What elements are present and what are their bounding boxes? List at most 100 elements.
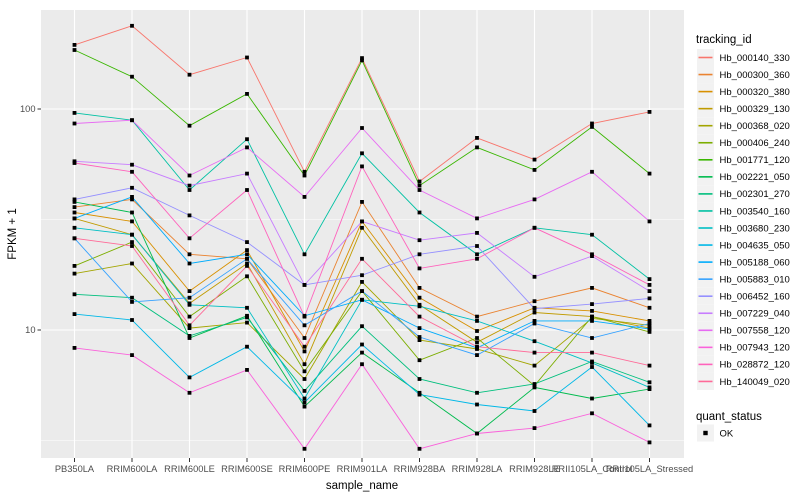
legend-item: Hb_004635_050 (697, 236, 790, 254)
legend-label: Hb_005883_010 (720, 274, 790, 285)
data-point-marker (302, 362, 307, 367)
data-point-marker (245, 305, 249, 310)
data-point-marker (475, 402, 479, 407)
axis-layer: 100 10 PB350LA RRIM600LA RRIM600LE RRIM600SE R… (20, 104, 693, 474)
data-point-marker (475, 231, 479, 235)
legend-label: Hb_000140_330 (720, 53, 790, 64)
data-point-marker (417, 188, 422, 192)
legend-label: Hb_002301_270 (720, 189, 790, 200)
data-point-marker (647, 110, 652, 114)
data-point-marker (417, 266, 422, 271)
legend-label: Hb_003540_160 (720, 206, 790, 217)
data-point-marker (590, 396, 594, 401)
data-point-marker (532, 385, 537, 390)
data-point-marker (360, 324, 364, 329)
data-point-marker (532, 426, 537, 430)
data-point-marker (360, 200, 364, 204)
data-point-marker (590, 336, 594, 340)
data-point-marker (245, 145, 249, 150)
data-point-marker (360, 342, 364, 347)
data-point-marker (72, 43, 77, 47)
data-point-marker (590, 350, 594, 355)
x-tick-label: RRIM600LA (107, 464, 158, 474)
data-point-marker (360, 58, 364, 63)
data-point-marker (302, 446, 307, 451)
legend-item: Hb_007558_120 (697, 321, 790, 339)
data-point-marker (187, 123, 192, 128)
data-point-marker (187, 261, 192, 266)
data-point-marker (302, 169, 307, 174)
data-point-marker (302, 369, 307, 374)
data-point-marker (245, 315, 249, 320)
data-point-marker (590, 232, 594, 237)
data-point-marker (187, 334, 192, 338)
legend-item: Hb_000329_130 (697, 100, 790, 118)
legend: Hb_000140_330 Hb_000300_360 Hb_000320_380 H… (697, 49, 790, 442)
data-point-marker (187, 289, 192, 293)
data-point-marker (130, 295, 134, 300)
data-point-marker (475, 329, 479, 333)
data-point-marker (245, 261, 249, 266)
data-point-marker (72, 111, 77, 115)
legend-item: Hb_000140_330 (697, 49, 790, 66)
legend-item: Hb_003540_160 (697, 202, 790, 220)
legend-item: Hb_000320_380 (697, 83, 790, 101)
data-point-marker (417, 446, 422, 451)
data-point-marker (130, 195, 134, 199)
data-point-marker (245, 248, 249, 252)
data-point-marker (532, 168, 537, 172)
data-point-marker (590, 125, 594, 129)
legend-item: Hb_000368_020 (697, 117, 790, 135)
data-point-marker (647, 380, 652, 385)
x-tick-label: RRII105LA_Stressed (606, 464, 693, 474)
data-point-marker (187, 302, 192, 307)
legend-item: Hb_000406_240 (697, 134, 790, 152)
legend-label: Hb_003680_230 (720, 223, 790, 234)
data-point-marker (532, 225, 537, 230)
data-point-marker (417, 295, 422, 300)
data-point-marker (647, 385, 652, 390)
data-point-marker (647, 296, 652, 301)
data-point-marker (130, 169, 134, 174)
legend-label: Hb_006452_160 (720, 292, 790, 303)
data-point-marker (590, 365, 594, 369)
data-point-marker (647, 283, 652, 287)
quant-legend-item: OK (697, 424, 734, 442)
data-point-marker (360, 350, 364, 355)
data-point-marker (302, 173, 307, 178)
data-point-marker (187, 72, 192, 77)
data-point-marker (187, 390, 192, 395)
data-point-marker (647, 171, 652, 176)
x-tick-label: RRIM928LA (452, 464, 503, 474)
legend-item: Hb_005188_060 (697, 253, 790, 271)
data-point-marker (647, 440, 652, 445)
data-point-marker (647, 305, 652, 310)
data-point-marker (72, 346, 77, 350)
data-point-marker (302, 404, 307, 409)
legend-item: Hb_140049_020 (697, 372, 790, 390)
data-point-marker (590, 361, 594, 365)
data-point-marker (647, 330, 652, 334)
data-point-marker (475, 256, 479, 261)
data-point-marker (475, 344, 479, 349)
legend-label: Hb_007229_040 (720, 309, 790, 320)
series-layer (72, 23, 652, 451)
legend-label: Hb_001771_120 (720, 155, 790, 166)
data-point-marker (245, 171, 249, 176)
data-point-marker (245, 55, 249, 60)
data-point-marker (475, 353, 479, 357)
data-point-marker (360, 225, 364, 230)
data-point-marker (590, 286, 594, 290)
data-point-marker (302, 344, 307, 349)
data-point-marker (245, 137, 249, 142)
legend-item: Hb_003680_230 (697, 219, 790, 237)
data-point-marker (72, 225, 77, 230)
legend-label: Hb_004635_050 (720, 240, 790, 251)
legend-label: OK (720, 428, 734, 439)
data-point-marker (130, 244, 134, 248)
data-point-marker (360, 280, 364, 284)
data-point-marker (475, 319, 479, 323)
data-point-marker (475, 216, 479, 221)
data-point-marker (532, 382, 537, 386)
data-point-marker (475, 336, 479, 340)
